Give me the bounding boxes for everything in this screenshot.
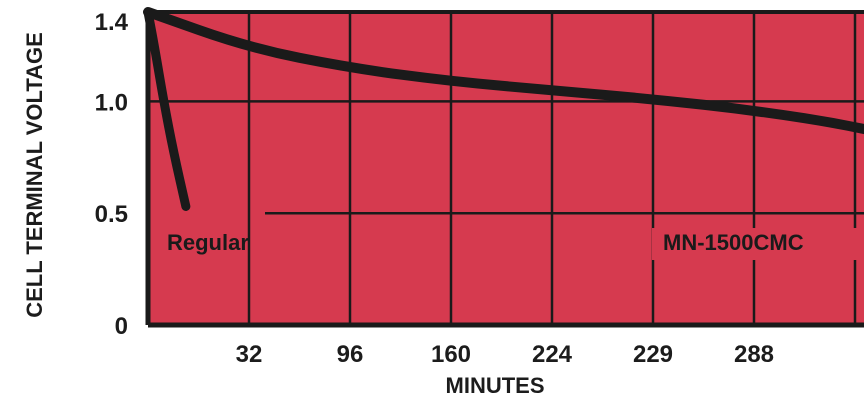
x-tick-label: 288	[734, 341, 774, 368]
x-tick-label: 229	[633, 341, 673, 368]
x-tick-label: 32	[236, 341, 263, 368]
x-tick-label: 160	[431, 341, 471, 368]
y-tick-label: 1.4	[95, 9, 129, 36]
plot-background	[148, 12, 864, 325]
x-tick-label: 224	[532, 341, 573, 368]
y-tick-labels: 0 0.5 1.0 1.4	[95, 9, 129, 340]
x-axis-title: MINUTES	[446, 373, 545, 398]
y-axis-title: CELL TERMINAL VOLTAGE	[22, 32, 47, 318]
y-tick-label: 0	[115, 313, 128, 340]
series-line-mn1500cmc	[143, 7, 864, 135]
plot-frame	[145, 10, 864, 328]
series-label-backing-mn1500cmc	[652, 228, 864, 260]
series-label-regular: Regular	[167, 230, 249, 255]
y-tick-label: 0.5	[95, 201, 128, 228]
series-label-mn1500cmc: MN-1500CMC	[663, 230, 804, 255]
x-tick-labels: 32 96 160 224 229 288	[236, 341, 774, 368]
y-tick-label: 1.0	[95, 89, 128, 116]
x-tick-label: 96	[337, 341, 364, 368]
